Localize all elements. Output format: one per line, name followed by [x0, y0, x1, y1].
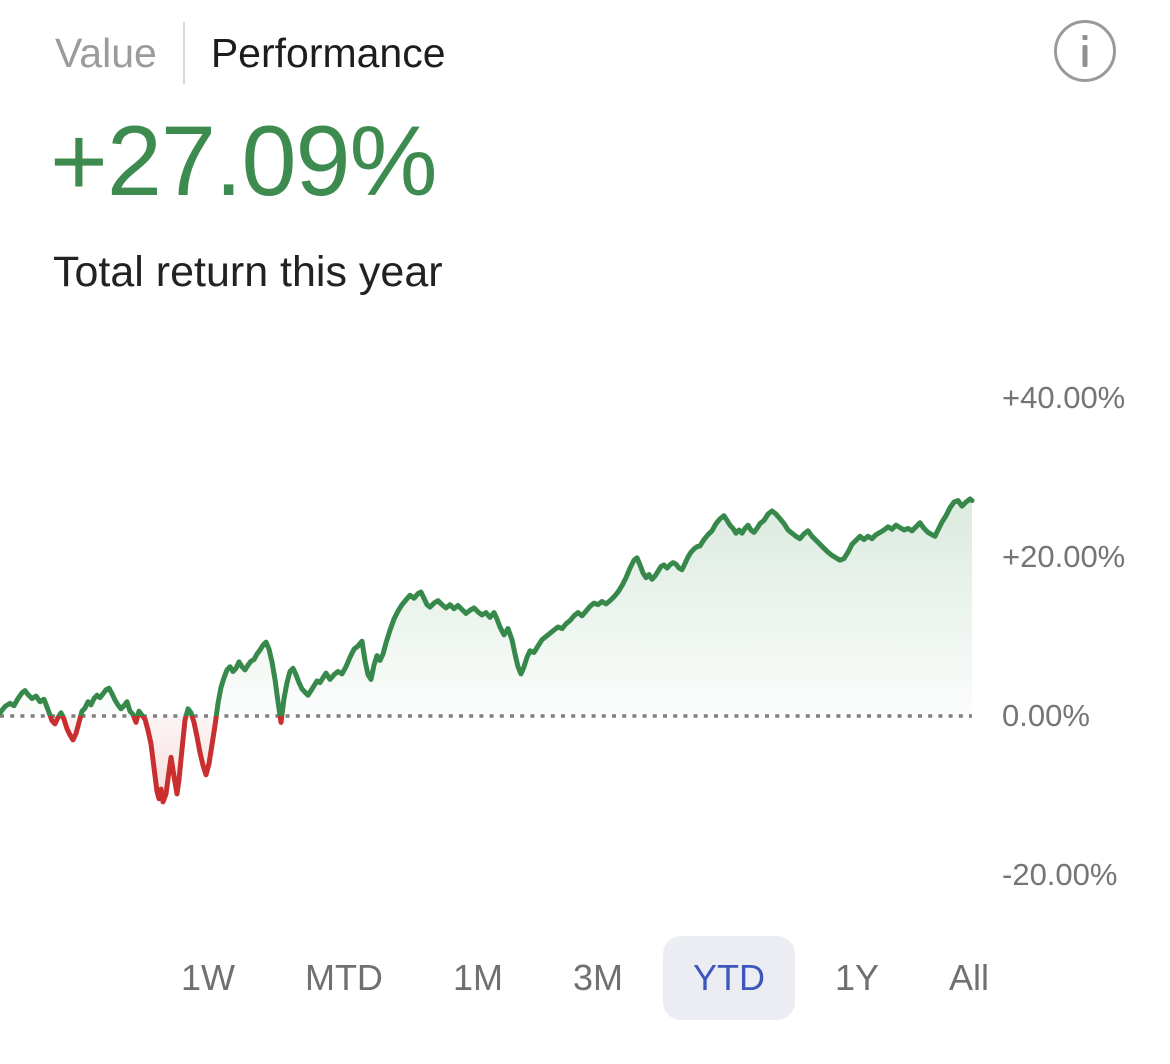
total-return-value: +27.09% — [50, 105, 438, 216]
period-button-ytd[interactable]: YTD — [662, 936, 795, 1020]
y-axis-label: +20.00% — [1002, 539, 1126, 574]
header-divider — [182, 22, 185, 84]
y-axis-label: +40.00% — [1002, 380, 1126, 415]
period-button-all[interactable]: All — [919, 936, 1019, 1020]
period-button-1w[interactable]: 1W — [151, 936, 265, 1020]
header-tabs: Value Performance — [55, 22, 446, 84]
y-axis-label: 0.00% — [1002, 698, 1090, 733]
period-button-3m[interactable]: 3M — [543, 936, 653, 1020]
performance-chart[interactable]: +40.00% +20.00% 0.00% -20.00% — [0, 355, 1170, 915]
period-button-1m[interactable]: 1M — [423, 936, 533, 1020]
info-button[interactable] — [1052, 18, 1118, 84]
period-button-mtd[interactable]: MTD — [275, 936, 413, 1020]
chart-canvas — [0, 355, 1170, 915]
info-icon — [1054, 20, 1116, 82]
tab-performance[interactable]: Performance — [210, 29, 446, 76]
y-axis-label: -20.00% — [1002, 857, 1118, 892]
tab-value[interactable]: Value — [55, 29, 157, 76]
total-return-caption: Total return this year — [53, 248, 443, 296]
period-selector: 1W MTD 1M 3M YTD 1Y All — [0, 936, 1170, 1020]
period-button-1y[interactable]: 1Y — [805, 936, 909, 1020]
